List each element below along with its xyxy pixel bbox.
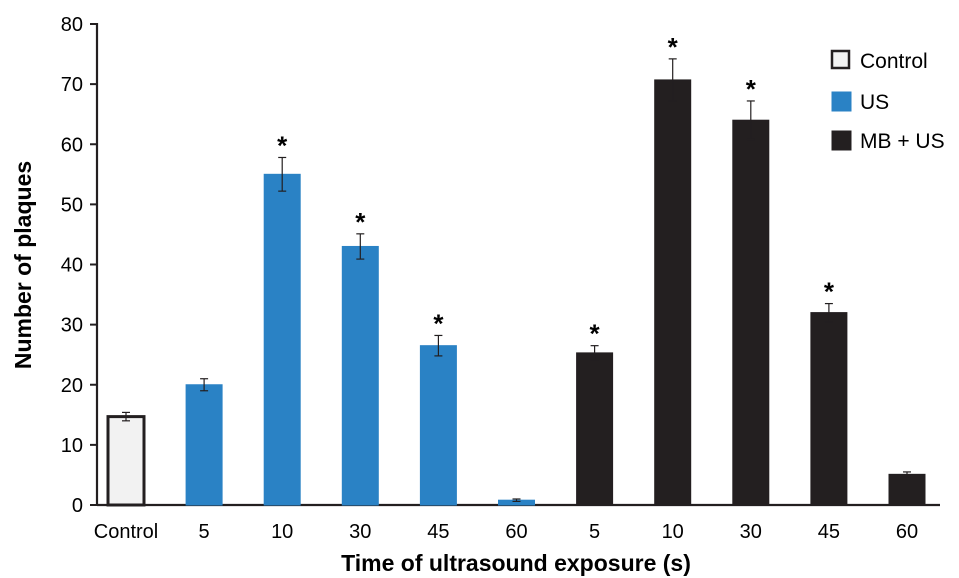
legend: Control US MB + US	[830, 49, 945, 153]
y-tick-label: 70	[61, 74, 83, 96]
bars	[106, 79, 926, 507]
x-tick-label: 30	[740, 521, 762, 543]
x-tick-label: 5	[199, 521, 210, 543]
legend-swatch	[831, 130, 852, 151]
significance-star: *	[824, 277, 835, 307]
x-tick-label: 10	[662, 521, 684, 543]
x-tick-label: 45	[427, 521, 449, 543]
significance-star: *	[668, 32, 679, 62]
x-tick-label: 30	[349, 521, 371, 543]
x-tick-label: Control	[94, 521, 158, 543]
legend-label: MB + US	[860, 130, 945, 153]
significance-star: *	[277, 130, 288, 160]
y-tick-label: 40	[61, 255, 83, 277]
x-tick-label: 5	[589, 521, 600, 543]
y-tick-label: 80	[61, 14, 83, 36]
y-tick-label: 20	[61, 375, 83, 397]
bar	[341, 245, 379, 506]
legend-swatch	[831, 91, 852, 112]
significance-star: *	[590, 319, 601, 349]
x-tick-label: 60	[896, 521, 918, 543]
bar	[185, 384, 223, 506]
significance-markers: * * * * * * *	[277, 32, 835, 349]
y-tick-label: 0	[72, 495, 83, 517]
y-axis-title: Number of plaques	[10, 161, 36, 369]
legend-label: US	[860, 91, 889, 114]
bar	[810, 312, 848, 506]
significance-star: *	[746, 74, 757, 104]
y-ticks: 0 10 20 30 40 50 60 70 80	[61, 14, 97, 517]
x-tick-label: 60	[505, 521, 527, 543]
bar	[106, 415, 146, 507]
legend-label: Control	[860, 50, 928, 73]
x-tick-label: 45	[818, 521, 840, 543]
y-tick-label: 50	[61, 194, 83, 216]
y-tick-label: 60	[61, 134, 83, 156]
y-tick-label: 10	[61, 435, 83, 457]
bar	[888, 473, 926, 506]
legend-swatch	[830, 49, 851, 70]
bar	[576, 352, 614, 506]
bar	[732, 119, 770, 506]
bar	[419, 345, 457, 506]
x-ticks: Control 5 10 30 45 60 5 10 30 45 60	[94, 521, 918, 543]
x-axis-title: Time of ultrasound exposure (s)	[341, 550, 691, 576]
error-bars	[122, 58, 911, 502]
bar	[654, 79, 692, 506]
bar	[263, 173, 301, 506]
significance-star: *	[355, 207, 366, 237]
y-tick-label: 30	[61, 315, 83, 337]
significance-star: *	[433, 308, 444, 338]
x-tick-label: 10	[271, 521, 293, 543]
